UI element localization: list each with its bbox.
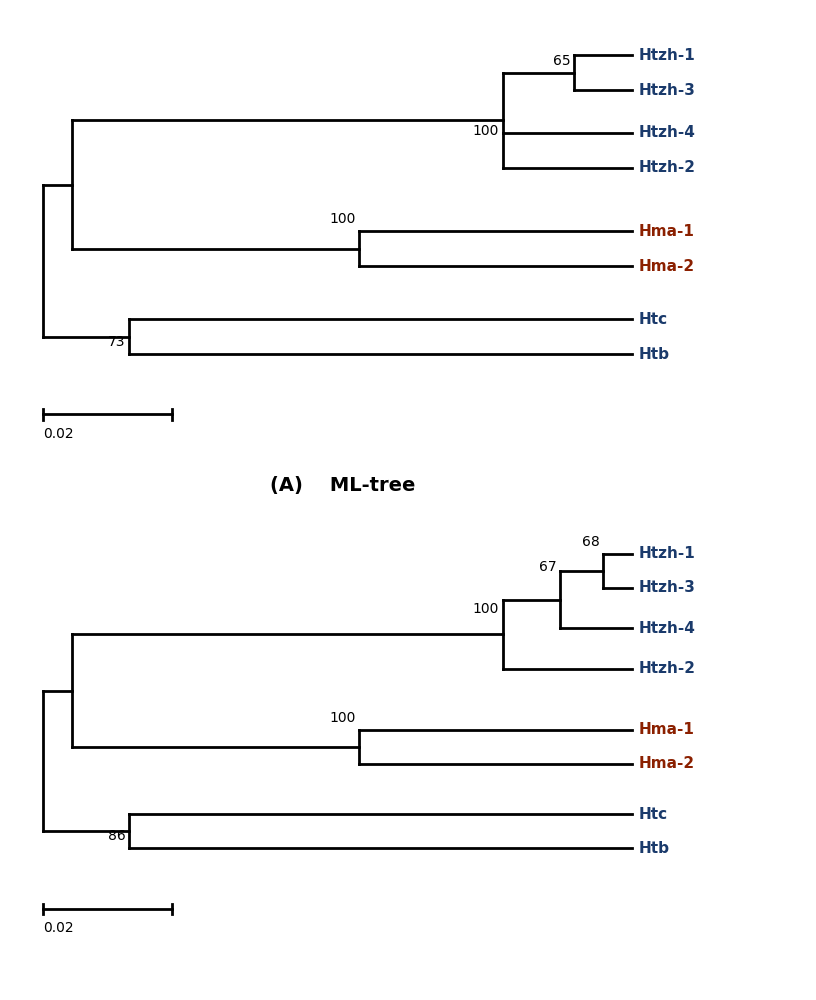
- Text: 100: 100: [329, 711, 356, 725]
- Text: 100: 100: [329, 212, 356, 226]
- Text: 100: 100: [472, 124, 499, 138]
- Text: (A)    ML-tree: (A) ML-tree: [270, 476, 415, 494]
- Text: Htb: Htb: [639, 347, 670, 362]
- Text: Htzh-4: Htzh-4: [639, 125, 696, 140]
- Text: Htzh-1: Htzh-1: [639, 546, 696, 561]
- Text: 0.02: 0.02: [43, 921, 73, 935]
- Text: Htb: Htb: [639, 841, 670, 856]
- Text: 86: 86: [108, 829, 126, 843]
- Text: 65: 65: [553, 54, 571, 68]
- Text: Htzh-2: Htzh-2: [639, 160, 696, 175]
- Text: 67: 67: [539, 560, 557, 574]
- Text: Hma-2: Hma-2: [639, 259, 695, 274]
- Text: Hma-1: Hma-1: [639, 722, 695, 737]
- Text: 0.02: 0.02: [43, 427, 73, 441]
- Text: Htzh-3: Htzh-3: [639, 580, 696, 595]
- Text: Hma-1: Hma-1: [639, 224, 695, 239]
- Text: 68: 68: [582, 535, 600, 549]
- Text: Htc: Htc: [639, 312, 668, 327]
- Text: Htzh-4: Htzh-4: [639, 621, 696, 636]
- Text: 100: 100: [472, 602, 499, 616]
- Text: Htc: Htc: [639, 807, 668, 822]
- Text: Htzh-2: Htzh-2: [639, 661, 696, 676]
- Text: Htzh-3: Htzh-3: [639, 83, 696, 98]
- Text: 73: 73: [109, 335, 126, 349]
- Text: Htzh-1: Htzh-1: [639, 48, 696, 63]
- Text: Hma-2: Hma-2: [639, 756, 695, 771]
